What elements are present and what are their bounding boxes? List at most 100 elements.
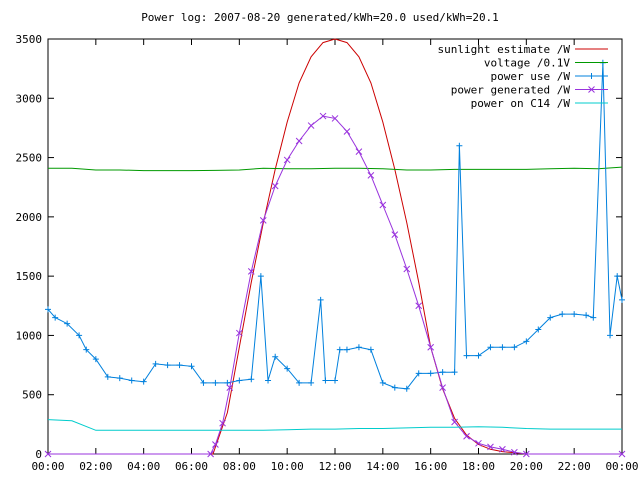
data-point — [559, 311, 566, 318]
data-point — [259, 217, 267, 224]
x-tick-label: 10:00 — [271, 460, 304, 473]
data-point — [272, 353, 279, 360]
data-point — [619, 296, 625, 303]
legend-item: sunlight estimate /W — [438, 43, 608, 56]
x-tick-label: 00:00 — [31, 460, 64, 473]
x-tick-label: 14:00 — [366, 460, 399, 473]
data-point — [176, 362, 183, 369]
data-point — [226, 384, 234, 391]
data-point — [614, 273, 621, 280]
y-tick-label: 3500 — [16, 33, 43, 46]
data-point — [367, 346, 374, 353]
x-tick-label: 08:00 — [223, 460, 256, 473]
data-point — [355, 344, 362, 351]
legend-label: sunlight estimate /W — [438, 43, 571, 56]
data-point — [607, 332, 614, 339]
data-point — [391, 231, 399, 238]
data-point — [140, 378, 147, 385]
data-point — [212, 441, 219, 448]
legend-item: power use /W — [491, 70, 608, 83]
data-point — [200, 379, 207, 386]
data-point — [427, 370, 434, 377]
data-point — [188, 363, 195, 370]
data-point — [475, 439, 482, 447]
y-tick-label: 0 — [35, 448, 42, 461]
data-point — [235, 329, 243, 337]
data-point — [590, 314, 597, 321]
legend-marker — [588, 86, 595, 93]
data-point — [547, 314, 554, 321]
data-point — [535, 326, 542, 333]
data-point — [76, 332, 83, 339]
data-point — [379, 379, 386, 386]
legend-label: power on C14 /W — [471, 97, 571, 110]
data-point — [128, 377, 135, 384]
data-point — [499, 445, 506, 453]
y-tick-label: 500 — [22, 389, 42, 402]
x-tick-label: 02:00 — [79, 460, 112, 473]
y-tick-label: 1000 — [16, 329, 43, 342]
data-point — [322, 377, 329, 384]
y-tick-label: 2500 — [16, 152, 43, 165]
data-point — [207, 450, 214, 458]
x-tick-label: 12:00 — [318, 460, 351, 473]
data-point — [83, 346, 90, 353]
data-point — [451, 418, 458, 426]
data-point — [336, 346, 343, 353]
data-point — [116, 375, 123, 382]
legend-label: power use /W — [491, 70, 571, 83]
legend-marker — [588, 73, 595, 79]
data-point — [487, 443, 494, 451]
data-point — [52, 314, 59, 321]
y-tick-label: 1500 — [16, 270, 43, 283]
data-point — [487, 344, 494, 351]
data-point — [475, 352, 482, 359]
data-point — [343, 128, 351, 135]
series-4 — [47, 419, 622, 431]
data-point — [332, 377, 338, 384]
data-point — [44, 450, 52, 458]
series-3 — [44, 112, 626, 458]
x-tick-label: 16:00 — [414, 460, 447, 473]
data-point — [307, 122, 315, 129]
data-point — [265, 377, 272, 384]
x-tick-label: 00:00 — [605, 460, 638, 473]
data-point — [247, 268, 255, 275]
series-line — [48, 115, 622, 455]
series-line — [47, 62, 623, 390]
data-point — [355, 148, 363, 155]
data-point — [415, 302, 423, 310]
x-tick-label: 20:00 — [510, 460, 543, 473]
x-tick-label: 22:00 — [558, 460, 591, 473]
axis-ticks: 0 500 1000 1500 2000 2500 3000 3500 00:00 02:00 04… — [16, 33, 639, 473]
data-point — [499, 344, 506, 351]
data-point — [45, 306, 51, 313]
data-point — [415, 370, 422, 377]
data-point — [379, 201, 387, 209]
data-point — [152, 360, 159, 367]
data-point — [456, 142, 463, 149]
data-point — [295, 137, 303, 145]
legend-item: voltage /0.1V — [484, 57, 608, 70]
legend-label: power generated /W — [451, 84, 571, 97]
data-point — [92, 356, 99, 363]
data-point — [367, 172, 375, 179]
data-point — [571, 311, 578, 318]
data-point — [236, 377, 243, 384]
data-point — [523, 338, 530, 345]
data-point — [463, 432, 470, 440]
data-point — [343, 346, 350, 353]
chart-title: Power log: 2007-08-20 generated/kWh=20.0… — [141, 11, 499, 24]
legend-label: voltage /0.1V — [484, 57, 570, 70]
series-line — [48, 166, 623, 172]
data-point — [64, 320, 71, 327]
data-point — [463, 352, 470, 359]
data-point — [427, 343, 435, 351]
data-point — [618, 450, 626, 458]
data-point — [257, 273, 264, 280]
data-point — [403, 385, 410, 392]
legend-item: power on C14 /W — [471, 97, 608, 110]
series-line — [47, 419, 622, 431]
